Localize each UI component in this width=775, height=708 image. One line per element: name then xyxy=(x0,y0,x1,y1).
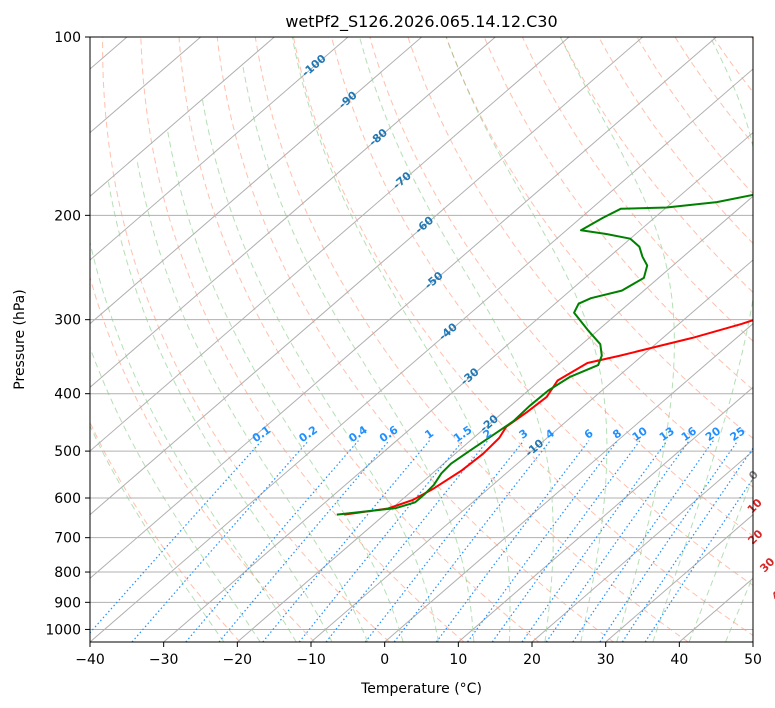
y-tick-label: 400 xyxy=(54,387,81,403)
dry-adiabat xyxy=(483,37,753,391)
isotherm-line xyxy=(90,37,570,452)
x-axis-title: Temperature (°C) xyxy=(360,681,482,697)
isotherm-line xyxy=(237,195,753,642)
moist-adiabat xyxy=(90,240,297,642)
y-tick-label: 500 xyxy=(54,444,81,460)
moist-adiabat xyxy=(90,424,225,642)
moist-adiabat xyxy=(559,37,675,642)
dry-adiabat xyxy=(560,37,753,293)
dry-adiabat xyxy=(636,37,753,195)
y-tick-label: 100 xyxy=(54,30,81,46)
isotherm-line xyxy=(310,259,753,642)
moist-adiabat xyxy=(136,158,369,642)
isotherm-line xyxy=(90,68,753,642)
isotherm-line xyxy=(605,514,753,642)
mixing-ratio-line xyxy=(131,440,310,642)
isotherm-line xyxy=(458,386,753,642)
x-tick-label: 40 xyxy=(670,652,688,668)
x-tick-label: 30 xyxy=(597,652,615,668)
moist-adiabat xyxy=(652,37,753,642)
isotherm-line xyxy=(90,37,275,197)
dry-adiabat xyxy=(674,37,753,145)
mixing-ratio-line xyxy=(185,440,359,642)
y-tick-label: 200 xyxy=(54,208,81,224)
dry-adiabat xyxy=(445,37,753,439)
mixing-ratio-line xyxy=(467,440,618,642)
temperature-trace xyxy=(344,319,753,516)
isotherm-line xyxy=(531,450,753,642)
y-tick-label: 600 xyxy=(54,491,81,507)
mixing-ratio-line xyxy=(90,440,263,634)
isotherm-line xyxy=(90,37,349,261)
x-tick-label: −20 xyxy=(223,652,253,668)
x-tick-label: 50 xyxy=(744,652,762,668)
dry-adiabat xyxy=(254,37,689,642)
mixing-ratio-line xyxy=(298,440,464,642)
mixing-ratio-line xyxy=(364,440,525,642)
isotherm-line xyxy=(90,37,643,516)
mixing-ratio-line xyxy=(572,440,714,642)
dry-adiabat xyxy=(140,37,465,642)
moist-adiabat xyxy=(242,66,475,642)
moist-adiabat xyxy=(167,131,404,642)
mixing-ratio-line xyxy=(491,440,641,642)
isotherm-line xyxy=(90,37,717,579)
y-tick-label: 900 xyxy=(54,595,81,611)
y-tick-label: 700 xyxy=(54,531,81,547)
dry-adiabat xyxy=(293,37,753,636)
isotherm-line xyxy=(90,37,422,325)
isotherm-line xyxy=(163,131,753,642)
moist-adiabat xyxy=(108,182,333,642)
mixing-ratio-line xyxy=(325,440,489,642)
moist-adiabat xyxy=(688,475,753,642)
axes: −40 −30 −20 −10 0 10 20 30 40 50 100 200 300 400 500 60… xyxy=(45,30,762,668)
dewpoint-trace xyxy=(336,193,753,516)
x-tick-label: 10 xyxy=(449,652,467,668)
moist-adiabat xyxy=(291,37,511,642)
dry-adiabat xyxy=(90,275,316,642)
x-tick-label: 0 xyxy=(380,652,389,668)
mixing-ratio-line xyxy=(262,440,430,642)
isotherm-line xyxy=(90,37,496,388)
moist-adiabat-label: 40 xyxy=(769,583,775,603)
dry-adiabat xyxy=(407,37,753,488)
isotherm-line xyxy=(384,322,753,642)
x-tick-label: 20 xyxy=(523,652,541,668)
mixing-ratio-line xyxy=(644,477,753,642)
x-tick-label: −40 xyxy=(75,652,105,668)
plot-area xyxy=(90,37,753,642)
dry-adiabat xyxy=(178,37,540,642)
mixing-ratio-line xyxy=(621,447,753,642)
chart-title: wetPf2_S126.2026.065.14.12.C30 xyxy=(285,12,557,32)
y-tick-label: 1000 xyxy=(45,622,81,638)
x-tick-label: −10 xyxy=(296,652,326,668)
dry-adiabat xyxy=(216,37,614,642)
dry-adiabat xyxy=(521,37,753,342)
dry-adiabat xyxy=(369,37,753,537)
moist-adiabat xyxy=(359,37,554,642)
x-tick-label: −30 xyxy=(149,652,179,668)
y-tick-label: 300 xyxy=(54,313,81,329)
y-axis-title: Pressure (hPa) xyxy=(12,289,28,389)
mixing-ratio-line xyxy=(599,440,739,642)
plot-frame xyxy=(89,36,754,643)
moist-adiabat xyxy=(201,99,439,642)
dry-adiabat xyxy=(331,37,753,587)
y-tick-label: 800 xyxy=(54,565,81,581)
